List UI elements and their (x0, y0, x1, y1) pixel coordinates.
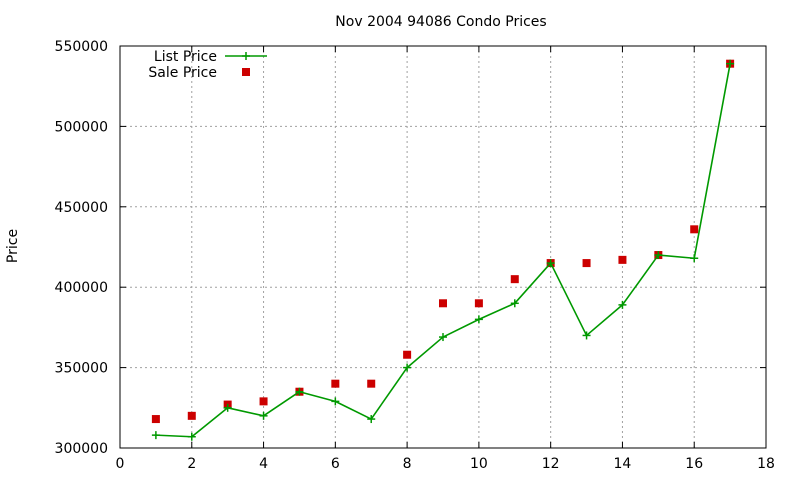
x-tick-label: 0 (116, 456, 125, 472)
plot-frame (119, 45, 767, 449)
list-price-point (546, 259, 555, 268)
sale-price-point (403, 350, 412, 359)
grid (120, 46, 766, 448)
sale-price-point (439, 299, 447, 308)
sale-price-point (331, 379, 340, 388)
y-tick-label: 500000 (55, 119, 108, 135)
y-tick-label: 550000 (55, 39, 108, 55)
legend-label-sale-price: Sale Price (148, 65, 217, 81)
y-tick-label: 400000 (55, 280, 108, 296)
x-tick-label: 8 (403, 456, 412, 472)
list-price-point (439, 333, 447, 342)
list-price-line (155, 63, 731, 438)
list-price-point (654, 251, 663, 260)
x-tick-label: 6 (331, 456, 340, 472)
list-price-point (474, 315, 483, 324)
y-tick-label: 350000 (55, 361, 108, 377)
sale-price-point (618, 255, 627, 264)
sale-price-point (367, 379, 376, 388)
list-price-point (726, 59, 735, 68)
series (151, 59, 735, 441)
x-tick-label: 16 (685, 456, 703, 472)
list-price-point (259, 411, 268, 420)
x-tick-label: 4 (259, 456, 268, 472)
list-price-point (510, 299, 519, 308)
sale-price-point (690, 225, 699, 234)
chart-title: Nov 2004 94086 Condo Prices (335, 14, 546, 30)
list-price-point (690, 254, 699, 263)
x-tick-label: 10 (470, 456, 488, 472)
x-tick-label: 12 (542, 456, 560, 472)
y-tick-label: 450000 (55, 200, 108, 216)
list-price-point (295, 387, 304, 396)
list-price-point (151, 431, 160, 440)
y-tick-label: 300000 (55, 441, 108, 457)
sale-price-point (259, 397, 268, 406)
sale-price-point (582, 259, 591, 268)
x-tick-label: 14 (614, 456, 632, 472)
axis-ticks: 0 2 4 6 8 10 12 14 16 18 300000 350000 400000 450000 5… (55, 39, 775, 472)
list-price-point (367, 415, 376, 424)
legend-label-list-price: List Price (154, 49, 217, 65)
sale-price-point (151, 415, 160, 424)
x-tick-label: 18 (757, 456, 775, 472)
list-price-point (582, 331, 591, 340)
sale-price-point (510, 275, 519, 284)
list-price-point (187, 432, 196, 441)
list-price-point (403, 363, 412, 372)
list-price-point (223, 403, 232, 412)
legend-swatch-square (242, 68, 250, 76)
list-price-point (618, 300, 627, 309)
sale-price-point (474, 299, 483, 308)
sale-price-point (187, 411, 196, 420)
list-price-point (331, 397, 340, 406)
x-tick-label: 2 (187, 456, 196, 472)
y-axis-label: Price (5, 229, 21, 263)
legend-swatch-plus (242, 52, 250, 60)
